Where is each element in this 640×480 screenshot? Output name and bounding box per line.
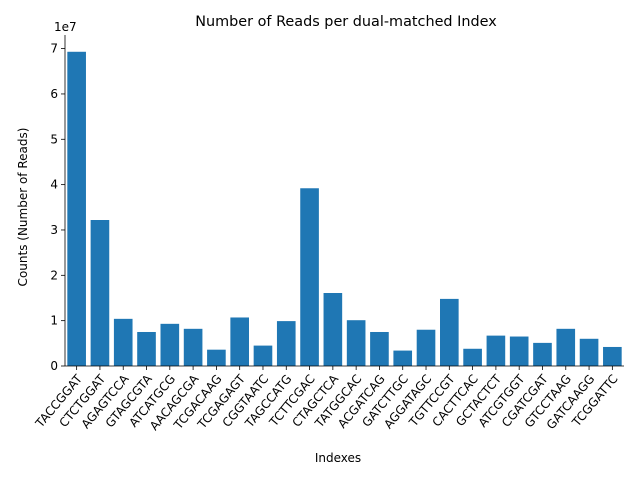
- bar: [137, 331, 156, 366]
- bar: [276, 321, 296, 366]
- bar: [207, 349, 226, 366]
- bar: [370, 331, 389, 366]
- bar: [509, 336, 529, 366]
- y-offset-label: 1e7: [54, 20, 77, 34]
- bar: [556, 328, 576, 366]
- bar: [160, 323, 180, 366]
- bar: [603, 346, 622, 366]
- bar: [416, 329, 436, 366]
- axes: 01234567TACCGGATCTCTGGATAGAGTCCAGTAGCGTA…: [32, 35, 624, 433]
- bar: [463, 348, 482, 366]
- bar: [323, 293, 343, 366]
- bar: [183, 328, 203, 366]
- bar: [230, 317, 249, 366]
- bar: [346, 320, 366, 366]
- y-tick-label: 1: [50, 314, 58, 328]
- y-tick-label: 3: [50, 223, 58, 237]
- bar: [533, 342, 552, 366]
- bar: [579, 338, 599, 366]
- y-tick-label: 7: [50, 42, 58, 56]
- bar: [113, 318, 133, 366]
- bar: [300, 188, 319, 366]
- bar: [393, 350, 413, 366]
- y-axis-label: Counts (Number of Reads): [16, 128, 30, 287]
- y-tick-label: 5: [50, 132, 58, 146]
- bar: [90, 220, 110, 366]
- bar: [486, 335, 506, 366]
- y-tick-label: 2: [50, 268, 58, 282]
- bar: [440, 298, 459, 366]
- bars: [67, 51, 622, 366]
- y-tick-label: 6: [50, 87, 58, 101]
- y-tick-label: 4: [50, 178, 58, 192]
- x-axis-label: Indexes: [315, 451, 361, 465]
- y-tick-label: 0: [50, 359, 58, 373]
- bar: [253, 345, 273, 366]
- chart-title: Number of Reads per dual-matched Index: [195, 14, 497, 30]
- bar: [67, 51, 86, 366]
